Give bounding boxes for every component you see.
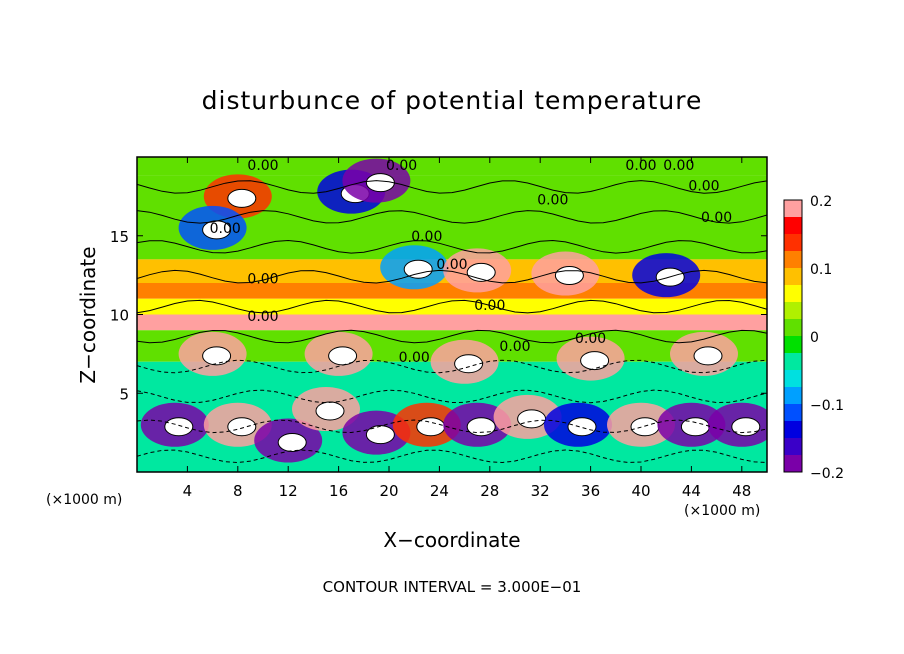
colorbar-swatch-7 (784, 319, 802, 337)
x-tick-label-8: 8 (233, 482, 243, 500)
x-tick-label-4: 4 (183, 482, 193, 500)
field-band-5 (137, 314, 767, 331)
contour-label-6: 0.00 (701, 210, 732, 226)
field-blob-core-18 (680, 417, 710, 437)
contour-label-7: 0.00 (210, 221, 241, 237)
colorbar-swatch-8 (784, 336, 802, 354)
colorbar-swatch-14 (784, 438, 802, 456)
colorbar-label-1: 0.1 (810, 262, 832, 278)
field-blob-core-16 (567, 417, 597, 437)
field-band-3 (137, 283, 767, 299)
field-blob-core-24 (693, 346, 723, 366)
field-blob-core-20 (202, 346, 232, 366)
contour-label-12: 0.00 (247, 309, 278, 325)
x-tick-label-16: 16 (329, 482, 348, 500)
contour-label-9: 0.00 (436, 257, 467, 273)
colorbar-label-2: 0 (810, 330, 819, 346)
field-layer (137, 157, 767, 472)
x-tick-label-28: 28 (480, 482, 499, 500)
field-blob-core-23 (580, 351, 610, 371)
field-blob-core-2 (403, 259, 433, 279)
field-blob-core-19 (731, 417, 761, 437)
field-blob-core-9 (227, 417, 257, 437)
field-blob-core-4 (554, 266, 584, 286)
contour-label-3: 0.00 (663, 158, 694, 174)
contour-label-11: 0.00 (474, 298, 505, 314)
contour-label-5: 0.00 (537, 193, 568, 209)
x-tick-label-32: 32 (531, 482, 550, 500)
field-band-0 (137, 157, 767, 176)
colorbar-swatch-6 (784, 302, 802, 320)
contour-label-1: 0.00 (386, 158, 417, 174)
contour-line-4 (137, 329, 767, 344)
x-tick-label-20: 20 (379, 482, 398, 500)
y-tick-label-5: 5 (119, 385, 129, 403)
contour-interval-note: CONTOUR INTERVAL = 3.000E−01 (322, 578, 582, 596)
field-blob-core-1 (365, 173, 395, 193)
colorbar-swatch-9 (784, 353, 802, 371)
contour-label-0: 0.00 (247, 158, 278, 174)
contour-label-15: 0.00 (575, 331, 606, 347)
contour-label-4: 0.00 (688, 178, 719, 194)
field-blob-core-11 (315, 401, 345, 421)
contour-label-2: 0.00 (625, 158, 656, 174)
field-blob-core-12 (365, 425, 395, 445)
contour-label-14: 0.00 (499, 339, 530, 355)
colorbar-label-0: 0.2 (810, 194, 832, 210)
colorbar-swatch-10 (784, 370, 802, 388)
colorbar-swatch-11 (784, 387, 802, 405)
colorbar-swatch-15 (784, 455, 802, 473)
chart-title: disturbunce of potential temperature (201, 86, 703, 115)
x-unit-label: (×1000 m) (684, 503, 761, 519)
contour-line-8 (137, 210, 767, 224)
contour-line-5 (137, 299, 767, 314)
contour-line-1 (137, 419, 767, 434)
field-blob-core-22 (454, 354, 484, 374)
colorbar-swatch-1 (784, 217, 802, 235)
colorbar-label-4: −0.2 (810, 466, 844, 482)
x-tick-label-36: 36 (581, 482, 600, 500)
contour-label-8: 0.00 (411, 229, 442, 245)
contour-line-9 (137, 180, 767, 194)
colorbar-frame (783, 199, 803, 473)
x-tick-label-48: 48 (732, 482, 751, 500)
contour-line-6 (137, 269, 767, 284)
contour-line-3 (137, 359, 767, 374)
colorbar-label-3: −0.1 (810, 398, 844, 414)
x-tick-label-40: 40 (631, 482, 650, 500)
field-blob-core-6 (227, 188, 257, 208)
contour-line-0 (137, 449, 767, 464)
contour-label-13: 0.00 (399, 350, 430, 366)
colorbar-swatch-4 (784, 268, 802, 286)
y-tick-label-10: 10 (110, 307, 129, 325)
colorbar-swatch-13 (784, 421, 802, 439)
colorbar-swatch-12 (784, 404, 802, 422)
contour-label-10: 0.00 (247, 271, 278, 287)
y-tick-label-15: 15 (110, 228, 129, 246)
field-blob-core-15 (517, 409, 547, 429)
y-unit-label: (×1000 m) (46, 492, 123, 508)
field-blob-core-8 (164, 417, 194, 437)
colorbar-swatch-0 (784, 200, 802, 218)
contour-line-2 (137, 389, 767, 404)
x-axis-label: X−coordinate (383, 528, 521, 552)
colorbar-swatch-2 (784, 234, 802, 252)
colorbar-swatch-3 (784, 251, 802, 269)
x-tick-label-12: 12 (279, 482, 298, 500)
field-blob-core-10 (277, 433, 307, 452)
x-tick-label-44: 44 (682, 482, 701, 500)
field-blob-core-17 (630, 417, 660, 437)
x-tick-label-24: 24 (430, 482, 449, 500)
field-blob-core-14 (466, 417, 496, 437)
contour-line-7 (137, 239, 767, 254)
colorbar-swatch-5 (784, 285, 802, 303)
